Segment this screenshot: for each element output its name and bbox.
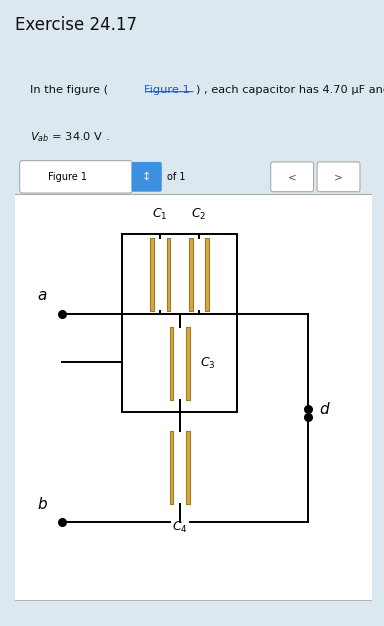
Text: Exercise 24.17: Exercise 24.17 xyxy=(15,16,137,34)
Bar xyxy=(170,327,173,400)
Bar xyxy=(15,156,372,194)
Text: $a$: $a$ xyxy=(37,289,48,304)
FancyBboxPatch shape xyxy=(271,162,314,192)
Bar xyxy=(186,431,190,504)
Bar xyxy=(15,600,372,613)
Bar xyxy=(189,238,193,310)
FancyBboxPatch shape xyxy=(317,162,360,192)
FancyBboxPatch shape xyxy=(20,161,132,193)
Text: In the figure (: In the figure ( xyxy=(30,85,108,95)
Text: $C_2$: $C_2$ xyxy=(191,207,207,222)
Text: ↕: ↕ xyxy=(142,172,151,182)
Text: $C_4$: $C_4$ xyxy=(172,520,187,535)
Text: of 1: of 1 xyxy=(167,172,185,182)
Text: $C_3$: $C_3$ xyxy=(200,356,216,371)
Bar xyxy=(167,238,170,310)
Text: Figure 1: Figure 1 xyxy=(144,85,190,95)
Bar xyxy=(150,238,154,310)
Text: $C_1$: $C_1$ xyxy=(152,207,168,222)
Bar xyxy=(205,238,209,310)
Text: $d$: $d$ xyxy=(319,401,331,417)
Text: $V_{ab}$ = 34.0 V .: $V_{ab}$ = 34.0 V . xyxy=(30,130,109,144)
Text: $b$: $b$ xyxy=(36,496,48,512)
FancyBboxPatch shape xyxy=(131,162,162,192)
Text: <: < xyxy=(288,172,296,182)
Text: Figure 1: Figure 1 xyxy=(48,172,86,182)
Bar xyxy=(186,327,190,400)
Text: >: > xyxy=(334,172,343,182)
Bar xyxy=(170,431,173,504)
Text: ) , each capacitor has 4.70 μF and: ) , each capacitor has 4.70 μF and xyxy=(196,85,384,95)
